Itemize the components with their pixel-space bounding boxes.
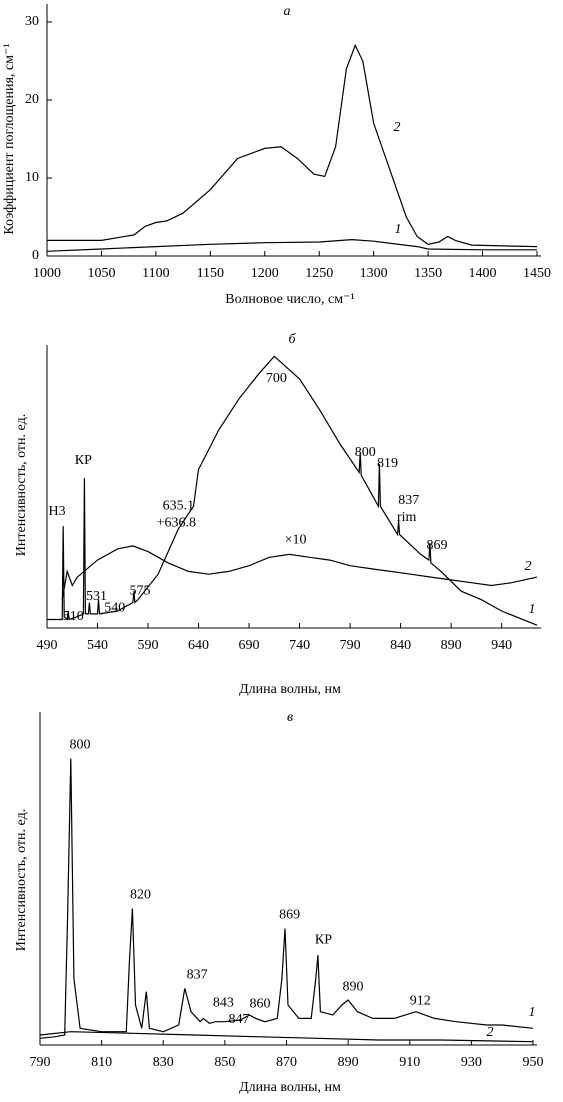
- x-tick-label: 1350: [414, 266, 442, 281]
- x-tick-label: 1050: [87, 266, 115, 281]
- y-axis-label: Интенсивность, отн. ед.: [14, 414, 29, 556]
- x-tick-label: 790: [340, 638, 361, 653]
- annotation: 819: [377, 456, 398, 471]
- series-line: [39, 758, 534, 1039]
- x-tick-label: 1250: [305, 266, 333, 281]
- x-tick-label: 810: [91, 1055, 112, 1070]
- annotation: 890: [343, 979, 364, 994]
- x-tick-label: 1300: [360, 266, 388, 281]
- annotation: 837: [187, 967, 208, 982]
- chart-title: в: [287, 710, 293, 725]
- x-tick-label: 830: [153, 1055, 174, 1070]
- annotation: +636.8: [157, 516, 196, 531]
- y-axis-label: Коэффициент поглощения, см⁻¹: [2, 43, 17, 234]
- x-tick-label: 1400: [469, 266, 497, 281]
- annotation: 912: [410, 993, 431, 1008]
- series-label: 1: [395, 222, 402, 237]
- annotation: 860: [250, 996, 271, 1011]
- series-line: [47, 355, 538, 626]
- chart-title: а: [284, 4, 291, 19]
- annotation: ×10: [285, 532, 307, 547]
- x-tick-label: 910: [399, 1055, 420, 1070]
- series-label: 2: [487, 1025, 494, 1040]
- annotation: 837: [398, 493, 419, 508]
- annotation: 531: [86, 589, 107, 604]
- chart-title: б: [288, 332, 296, 347]
- x-tick-label: 940: [491, 638, 512, 653]
- series-line: [39, 1031, 534, 1043]
- x-tick-label: 870: [276, 1055, 297, 1070]
- x-tick-label: 590: [138, 638, 159, 653]
- series-label: 1: [529, 602, 536, 617]
- y-tick-label: 0: [32, 248, 39, 263]
- y-tick-label: 10: [25, 170, 39, 185]
- y-tick-label: 30: [25, 14, 39, 29]
- x-tick-label: 1150: [197, 266, 224, 281]
- x-tick-label: 1100: [142, 266, 169, 281]
- x-tick-label: 890: [338, 1055, 359, 1070]
- x-tick-label: 740: [289, 638, 310, 653]
- annotation: rim: [397, 510, 417, 525]
- series-line: [61, 545, 538, 600]
- x-axis-label: Длина волны, нм: [239, 1080, 341, 1095]
- x-tick-label: 950: [523, 1055, 544, 1070]
- x-tick-label: 850: [214, 1055, 235, 1070]
- x-tick-label: 840: [390, 638, 411, 653]
- x-tick-label: 490: [37, 638, 58, 653]
- x-tick-label: 790: [30, 1055, 51, 1070]
- x-tick-label: 1000: [33, 266, 61, 281]
- annotation: 635.1: [163, 499, 195, 514]
- x-tick-label: 540: [87, 638, 108, 653]
- x-tick-label: 930: [461, 1055, 482, 1070]
- series-line: [46, 238, 537, 252]
- y-tick-label: 20: [25, 92, 39, 107]
- annotation: 540: [104, 600, 125, 615]
- x-axis-label: Волновое число, см⁻¹: [225, 292, 354, 307]
- annotation: 800: [70, 738, 91, 753]
- x-tick-label: 1450: [523, 266, 551, 281]
- annotation: КР: [75, 453, 92, 468]
- series-line: [47, 43, 538, 248]
- x-tick-label: 890: [441, 638, 462, 653]
- annotation: 820: [130, 887, 151, 902]
- annotation: 869: [279, 907, 300, 922]
- x-axis-label: Длина волны, нм: [239, 682, 341, 697]
- annotation: 869: [426, 538, 447, 553]
- series-label: 2: [525, 559, 532, 574]
- annotation: 510: [63, 609, 84, 624]
- y-axis-label: Интенсивность, отн. ед.: [14, 809, 29, 951]
- x-tick-label: 1200: [251, 266, 279, 281]
- annotation: 700: [266, 371, 287, 386]
- annotation: 843: [213, 995, 234, 1010]
- annotation: 847: [229, 1012, 250, 1027]
- series-label: 1: [529, 1005, 536, 1020]
- x-tick-label: 690: [239, 638, 260, 653]
- series-label: 2: [394, 120, 401, 135]
- annotation: КР: [315, 932, 332, 947]
- annotation: Н3: [49, 504, 66, 519]
- annotation: 575: [129, 583, 150, 598]
- annotation: 800: [355, 445, 376, 460]
- x-tick-label: 640: [188, 638, 209, 653]
